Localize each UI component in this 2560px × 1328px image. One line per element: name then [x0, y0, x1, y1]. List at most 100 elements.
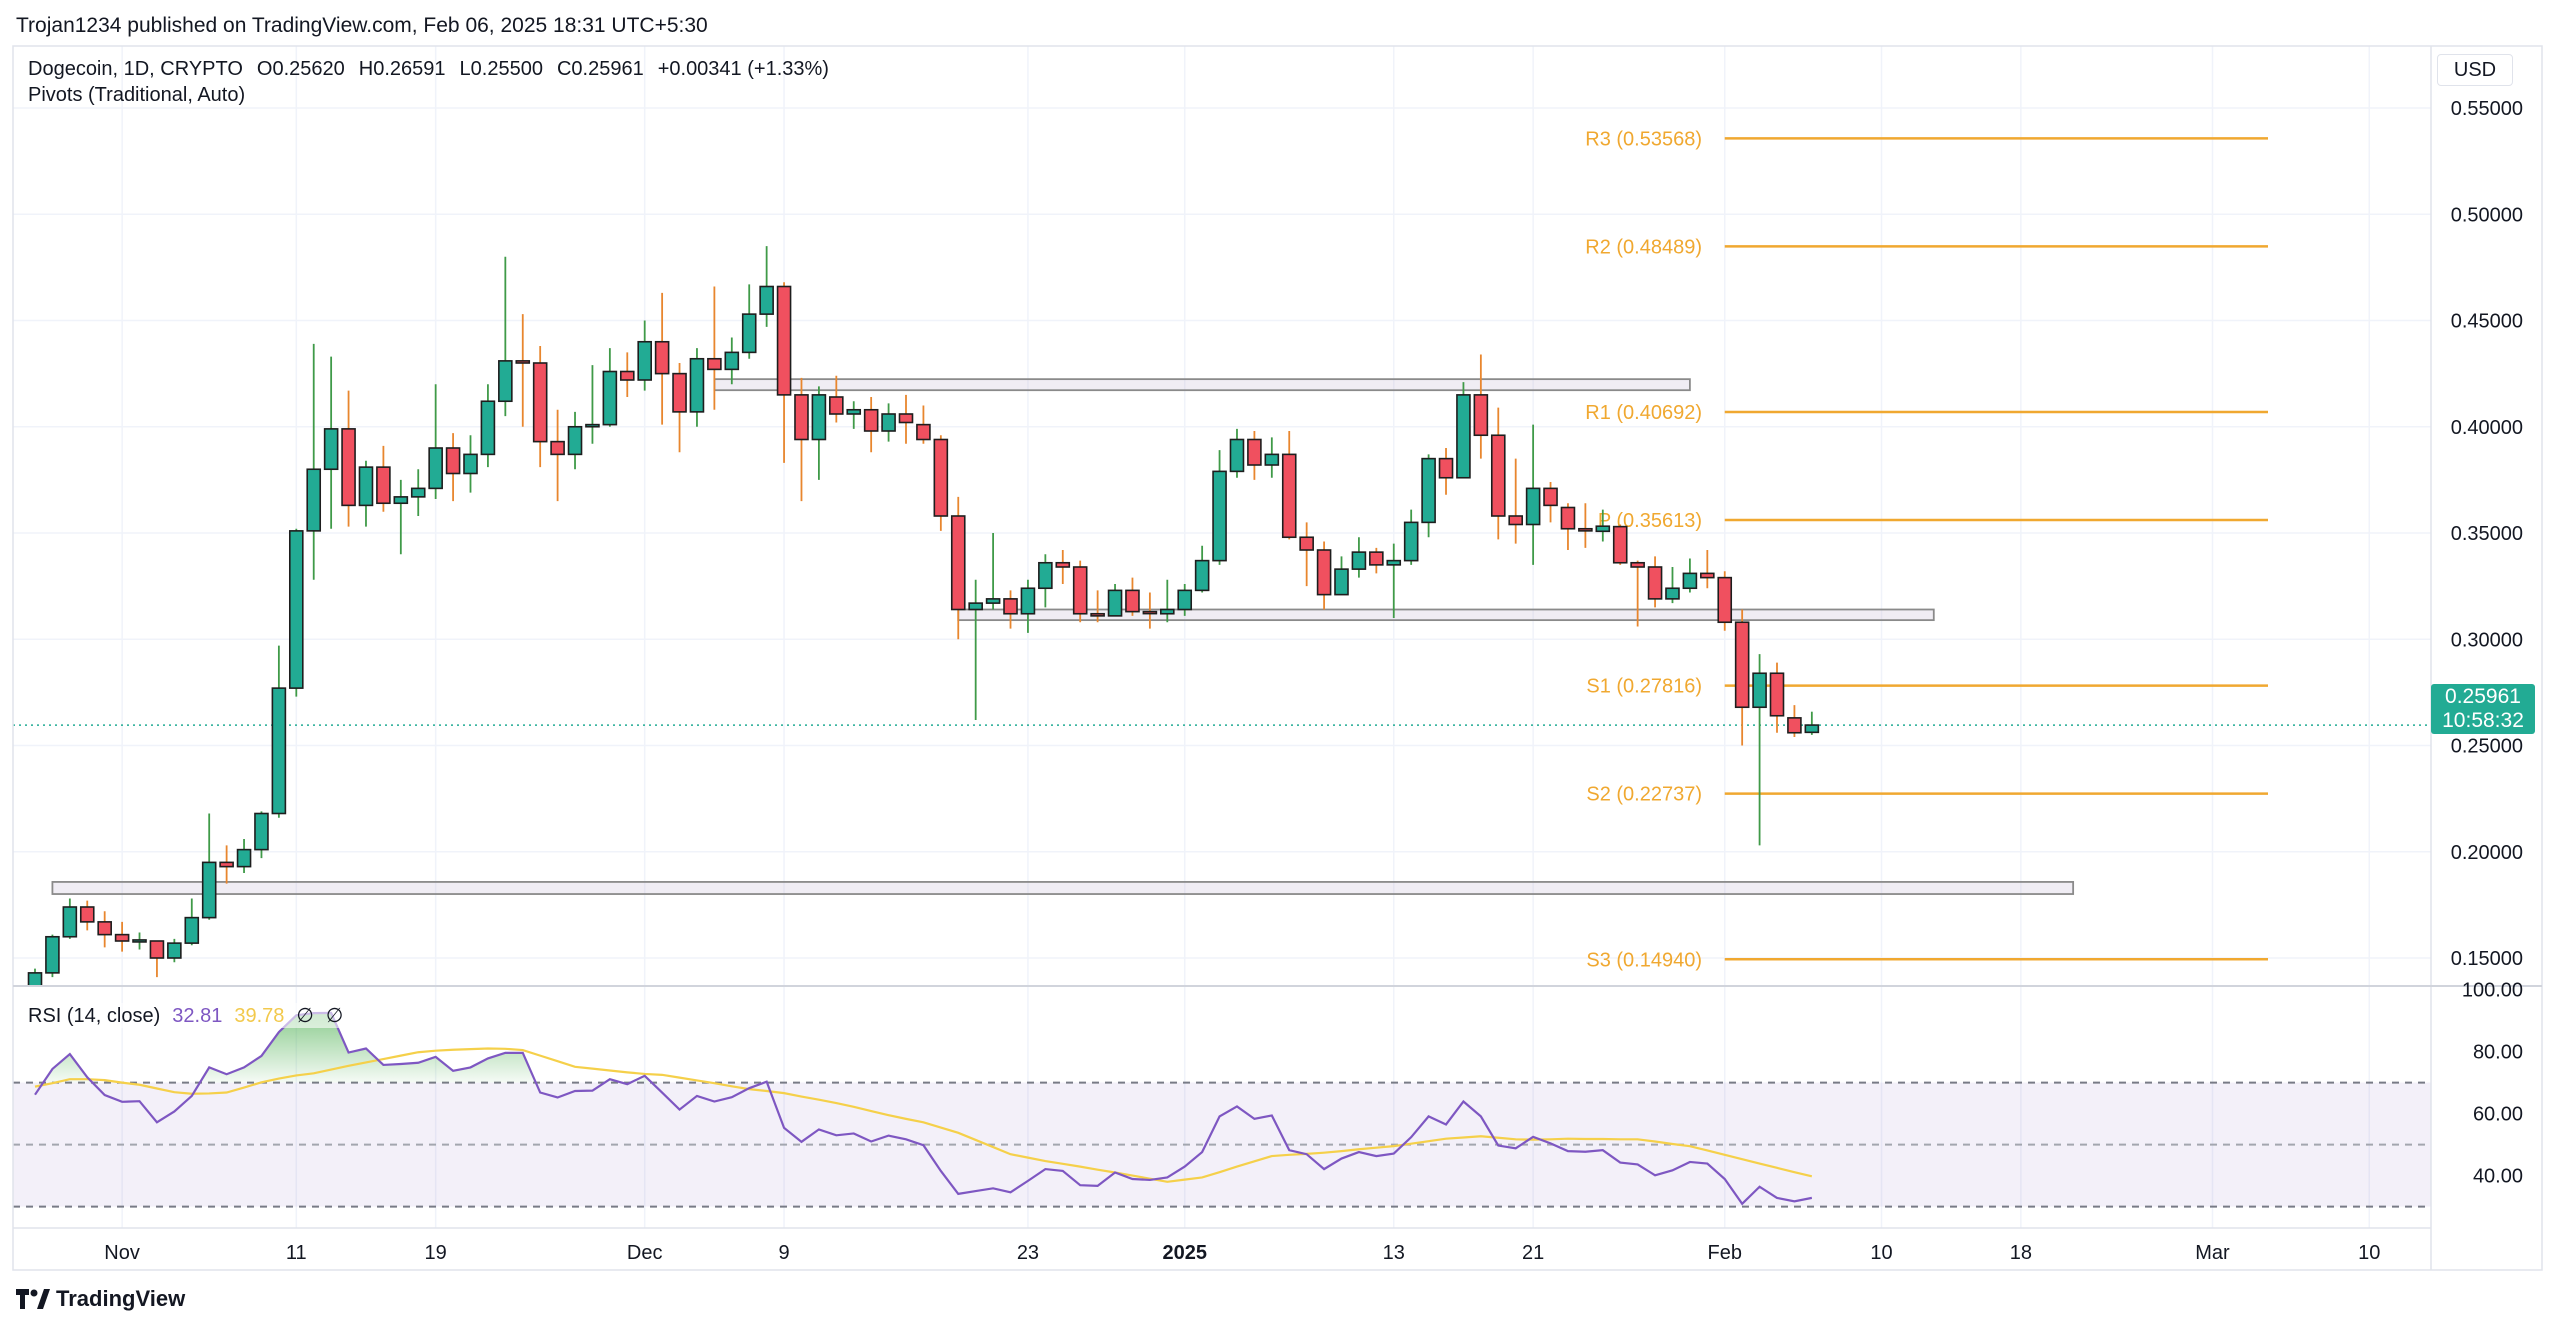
price-pane[interactable]	[13, 246, 2431, 990]
candle[interactable]	[602, 348, 618, 427]
candle[interactable]	[1804, 711, 1820, 735]
candle[interactable]	[184, 898, 200, 946]
candle[interactable]	[1351, 537, 1367, 578]
candle[interactable]	[881, 403, 896, 442]
candle[interactable]	[933, 435, 949, 531]
rsi-pane[interactable]	[13, 1011, 2431, 1208]
candle[interactable]	[1038, 554, 1053, 608]
candle[interactable]	[1020, 579, 1036, 633]
candle[interactable]	[532, 346, 548, 468]
candle[interactable]	[341, 390, 356, 527]
candle[interactable]	[1386, 543, 1402, 618]
candle[interactable]	[724, 337, 740, 385]
candle[interactable]	[1369, 547, 1384, 574]
candle[interactable]	[1107, 584, 1123, 617]
candle[interactable]	[149, 940, 165, 978]
candle[interactable]	[1177, 584, 1193, 616]
candle[interactable]	[672, 363, 687, 453]
candle[interactable]	[1595, 509, 1611, 542]
candle[interactable]	[62, 898, 78, 939]
candle[interactable]	[1142, 592, 1158, 629]
candle[interactable]	[1316, 541, 1332, 610]
candle[interactable]	[759, 246, 774, 327]
candle[interactable]	[1403, 509, 1419, 565]
candle[interactable]	[1299, 522, 1314, 587]
candle[interactable]	[707, 286, 722, 410]
candle[interactable]	[480, 384, 496, 468]
candle[interactable]	[114, 921, 130, 952]
candle[interactable]	[515, 314, 531, 427]
candle[interactable]	[776, 282, 792, 463]
candle[interactable]	[916, 405, 931, 444]
candle[interactable]	[463, 435, 478, 493]
candle[interactable]	[428, 384, 443, 499]
candle[interactable]	[1438, 448, 1454, 495]
candle[interactable]	[846, 401, 862, 429]
candle[interactable]	[1194, 545, 1210, 593]
candle[interactable]	[1055, 550, 1071, 584]
candle[interactable]	[1560, 503, 1576, 550]
candle[interactable]	[219, 845, 234, 884]
candle[interactable]	[288, 528, 304, 697]
candle[interactable]	[863, 397, 879, 453]
candle[interactable]	[97, 911, 112, 948]
pivots-indicator-label[interactable]: Pivots (Traditional, Auto)	[28, 84, 246, 106]
candle[interactable]	[306, 343, 322, 580]
candle[interactable]	[1630, 560, 1645, 627]
candle[interactable]	[254, 811, 269, 859]
tradingview-logo[interactable]: TradingView	[16, 1286, 185, 1312]
candle[interactable]	[236, 839, 252, 873]
candle[interactable]	[498, 256, 513, 417]
candle[interactable]	[654, 292, 670, 425]
candle[interactable]	[898, 394, 914, 444]
candle[interactable]	[79, 900, 95, 931]
candle[interactable]	[1700, 550, 1715, 589]
candle[interactable]	[1229, 428, 1245, 478]
candle[interactable]	[1212, 450, 1227, 565]
candle[interactable]	[271, 645, 287, 818]
candle[interactable]	[445, 433, 461, 502]
rsi-ma-line[interactable]	[34, 1047, 1813, 1183]
candle[interactable]	[1647, 556, 1663, 608]
candle[interactable]	[1543, 482, 1558, 523]
currency-button[interactable]: USD	[2437, 54, 2513, 86]
candle[interactable]	[1769, 662, 1785, 733]
candle[interactable]	[1508, 458, 1523, 544]
candle[interactable]	[1125, 577, 1140, 616]
candle[interactable]	[1787, 705, 1802, 737]
candle[interactable]	[1752, 654, 1767, 846]
support-resistance-zone[interactable]	[713, 378, 1691, 392]
candle[interactable]	[376, 445, 391, 512]
candle[interactable]	[358, 460, 374, 527]
candle[interactable]	[27, 968, 43, 990]
candle[interactable]	[1264, 437, 1280, 478]
candle[interactable]	[741, 284, 757, 359]
candle[interactable]	[794, 377, 809, 502]
candle[interactable]	[1525, 424, 1541, 565]
rsi-title[interactable]: RSI (14, close)	[28, 1005, 161, 1027]
candle[interactable]	[1247, 431, 1262, 480]
candle[interactable]	[1665, 567, 1680, 604]
candle[interactable]	[619, 352, 635, 397]
candle[interactable]	[1682, 558, 1698, 593]
candle[interactable]	[323, 356, 339, 529]
candle[interactable]	[201, 813, 217, 920]
candle[interactable]	[410, 469, 426, 516]
candle[interactable]	[167, 938, 182, 963]
candle[interactable]	[393, 479, 409, 555]
candle[interactable]	[811, 386, 827, 480]
candle[interactable]	[1612, 524, 1628, 565]
candle[interactable]	[567, 411, 583, 470]
candle[interactable]	[132, 932, 147, 950]
candle[interactable]	[1334, 556, 1349, 596]
support-resistance-zone[interactable]	[51, 881, 2075, 895]
candle[interactable]	[985, 533, 1001, 610]
candle[interactable]	[1473, 354, 1489, 459]
candle[interactable]	[585, 365, 600, 444]
candle[interactable]	[1003, 590, 1018, 629]
candle[interactable]	[1281, 431, 1297, 540]
candle[interactable]	[1072, 560, 1088, 623]
candle[interactable]	[829, 375, 844, 423]
candle[interactable]	[1160, 579, 1175, 623]
